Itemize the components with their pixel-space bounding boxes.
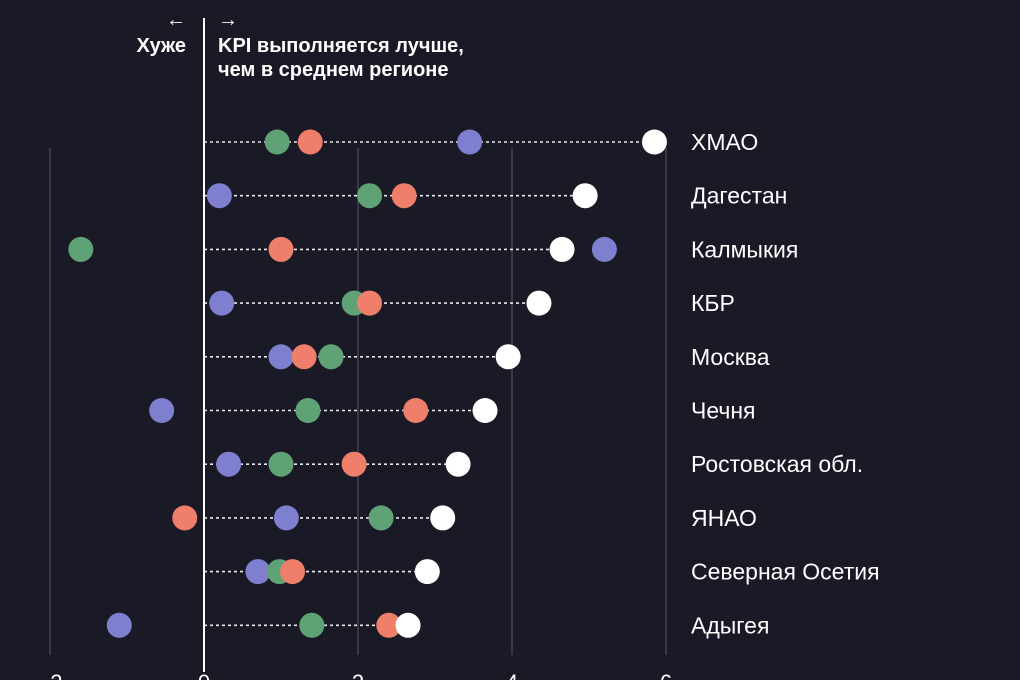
region-label: КБР xyxy=(691,290,735,316)
green-dot xyxy=(368,505,394,531)
arrow-right-icon: → xyxy=(218,9,238,31)
region-label: ЯНАО xyxy=(691,505,757,531)
purple-dot xyxy=(206,183,232,209)
red-dot xyxy=(280,559,306,585)
green-dot xyxy=(299,612,325,638)
worse-label: Хуже xyxy=(137,35,186,57)
total-dot xyxy=(526,290,552,316)
region-label: Москва xyxy=(691,344,770,370)
grid-lines xyxy=(49,148,667,655)
x-tick-label: −2 xyxy=(37,670,62,680)
green-dot xyxy=(318,344,344,370)
purple-dot xyxy=(216,451,242,477)
dashed-connectors xyxy=(204,141,655,627)
green-dot xyxy=(268,451,294,477)
purple-dot xyxy=(591,236,617,262)
total-dot xyxy=(495,344,521,370)
better-label-line1: KPI выполняется лучше, xyxy=(218,35,464,57)
total-dot xyxy=(549,236,575,262)
red-dot xyxy=(341,451,367,477)
red-dot xyxy=(172,505,198,531)
purple-dot xyxy=(457,129,483,155)
region-label: Адыгея xyxy=(691,612,769,638)
red-dot xyxy=(376,612,402,638)
green-dot xyxy=(264,129,290,155)
region-label: Калмыкия xyxy=(691,236,798,262)
purple-dot xyxy=(273,505,299,531)
green-dot xyxy=(68,236,94,262)
x-axis-ticks: −2 0 2 4 6 xyxy=(37,670,672,680)
purple-dot xyxy=(209,290,235,316)
purple-dot xyxy=(149,398,175,423)
red-dot xyxy=(297,129,323,155)
x-tick-label: 0 xyxy=(198,670,210,680)
x-tick-label: 4 xyxy=(506,670,518,680)
region-label: Дагестан xyxy=(691,183,787,209)
better-label-line2: чем в среднем регионе xyxy=(218,59,449,81)
region-label: ХМАО xyxy=(691,129,758,155)
region-label: Чечня xyxy=(691,398,756,424)
red-dot xyxy=(403,398,429,423)
total-dot xyxy=(472,398,498,423)
green-dot xyxy=(357,183,383,209)
red-dot xyxy=(357,290,383,316)
region-label: Ростовская обл. xyxy=(691,451,863,477)
purple-dot xyxy=(106,612,132,638)
total-dot xyxy=(414,559,440,585)
green-dot xyxy=(295,398,321,423)
total-dot xyxy=(430,505,456,531)
data-points xyxy=(68,129,667,638)
purple-dot xyxy=(268,344,294,370)
x-tick-label: 2 xyxy=(352,670,364,680)
region-labels: ХМАО Дагестан Калмыкия КБР Москва Чечня Ростов… xyxy=(691,129,880,638)
region-label: Северная Осетия xyxy=(691,559,880,585)
total-dot xyxy=(445,451,471,477)
x-tick-label: 6 xyxy=(660,670,672,680)
total-dot xyxy=(572,183,598,209)
red-dot xyxy=(391,183,417,209)
total-dot xyxy=(395,612,421,638)
total-dot xyxy=(641,129,667,155)
arrow-left-icon: ← xyxy=(166,9,186,31)
red-dot xyxy=(291,344,317,370)
red-dot xyxy=(268,236,294,262)
purple-dot xyxy=(245,559,271,585)
